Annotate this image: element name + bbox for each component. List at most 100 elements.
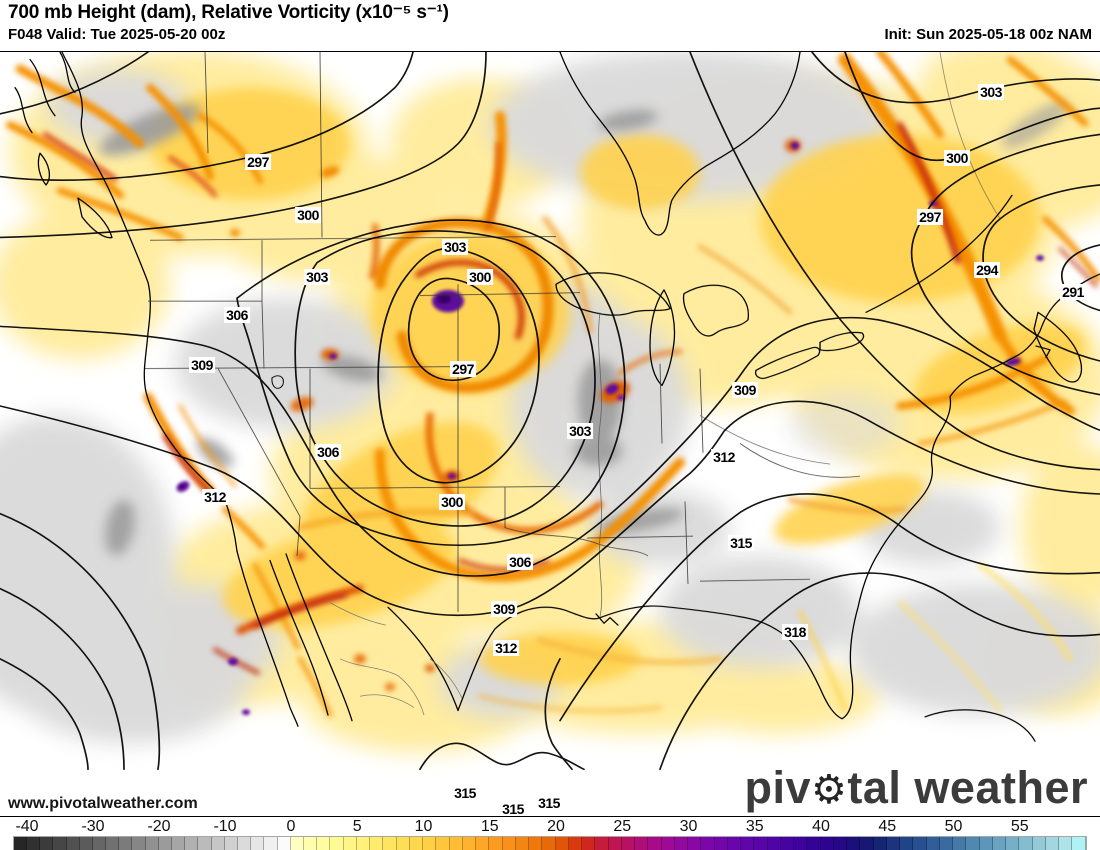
colorbar-cell: [370, 837, 384, 850]
colorbar-cell: [555, 837, 569, 850]
contour-label: 291: [1060, 284, 1086, 300]
colorbar-cell: [608, 837, 622, 850]
colorbar-cell: [145, 837, 159, 850]
colorbar-cell: [886, 837, 901, 850]
contour-label: 315: [452, 785, 478, 801]
colorbar-cell: [158, 837, 173, 850]
colorbar-cell: [661, 837, 675, 850]
colorbar-cell: [648, 837, 662, 850]
colorbar-cell: [873, 837, 887, 850]
contour-label: 306: [315, 444, 341, 460]
colorbar-cell: [53, 837, 67, 850]
colorbar-cell: [119, 837, 133, 850]
colorbar-cell: [66, 837, 80, 850]
colorbar-cell: [409, 837, 424, 850]
colorbar-tick: -10: [213, 818, 237, 835]
brand-text-post: tal weather: [847, 762, 1088, 813]
contour-label: 312: [202, 489, 228, 505]
colorbar-cell: [132, 837, 146, 850]
contour-label: 309: [189, 357, 215, 373]
colorbar-cell: [237, 837, 252, 850]
gear-icon: ⚙: [811, 767, 848, 813]
colorbar-cell: [343, 837, 357, 850]
colorbar-cell: [727, 837, 742, 850]
colorbar-cell: [502, 837, 516, 850]
vorticity-negative-wash: [0, 52, 1100, 744]
colorbar-tick: -20: [147, 818, 171, 835]
colorbar-cell: [953, 837, 967, 850]
contour-label: 315: [728, 535, 754, 551]
colorbar-tick: 5: [352, 818, 362, 835]
contour-label: 303: [304, 269, 330, 285]
colorbar-cell: [79, 837, 93, 850]
colorbar-cell: [303, 837, 318, 850]
contour-label: 300: [439, 494, 465, 510]
colorbar-cell: [1059, 837, 1073, 850]
colorbar-cell: [900, 837, 914, 850]
colorbar-tick: 25: [613, 818, 632, 835]
contour-label: 303: [978, 84, 1004, 100]
colorbar-cell: [529, 837, 543, 850]
colorbar-cell: [106, 837, 120, 850]
colorbar-cell: [714, 837, 728, 850]
colorbar-cell: [224, 837, 238, 850]
colorbar-tick: 10: [414, 818, 433, 835]
contour-label: 300: [944, 150, 970, 166]
vorticity-negative-cores: [99, 101, 1069, 556]
contour-label: 312: [711, 449, 737, 465]
colorbar-cell: [489, 837, 503, 850]
colorbar-cell: [582, 837, 596, 850]
colorbar-cell: [1019, 837, 1033, 850]
colorbar-cell: [860, 837, 874, 850]
colorbar-cell: [198, 837, 212, 850]
colorbar-cell: [92, 837, 107, 850]
contour-label: 315: [536, 795, 562, 811]
contour-label: 297: [917, 209, 943, 225]
colorbar-cell: [40, 837, 54, 850]
contour-label: 300: [467, 269, 493, 285]
colorbar-cell: [542, 837, 556, 850]
contour-label: 303: [442, 239, 468, 255]
colorbar-cell: [1032, 837, 1046, 850]
contour-label: 294: [974, 262, 1000, 278]
page-title: 700 mb Height (dam), Relative Vorticity …: [8, 2, 449, 23]
colorbar-cell: [185, 837, 199, 850]
colorbar-cell: [754, 837, 768, 850]
colorbar-tick: 40: [812, 818, 830, 835]
colorbar-cell: [820, 837, 834, 850]
colorbar-cell: [1045, 837, 1060, 850]
colorbar-cell: [290, 837, 304, 850]
colorbar-cell: [966, 837, 980, 850]
colorbar-cell: [356, 837, 371, 850]
colorbar-cell: [807, 837, 821, 850]
contour-label: 309: [491, 601, 517, 617]
colorbar-cell: [794, 837, 808, 850]
colorbar-cell: [674, 837, 689, 850]
contour-label: 306: [224, 307, 250, 323]
colorbar-tick: 55: [1010, 818, 1029, 835]
colorbar-cell: [317, 837, 331, 850]
colorbar-cells: [12, 836, 1087, 850]
colorbar-cell: [423, 837, 437, 850]
colorbar-cell: [476, 837, 490, 850]
colorbar-cell: [436, 837, 450, 850]
colorbar-cell: [833, 837, 848, 850]
contour-label: 312: [493, 640, 519, 656]
colorbar-tick: 45: [878, 818, 897, 835]
colorbar-cell: [913, 837, 927, 850]
contour-label: 318: [782, 624, 808, 640]
colorbar-tick: -30: [81, 818, 105, 835]
vorticity-colorbar: -40 -30 -20 -10 0 5 10 15 20 25 30 35 40 45 50 55: [0, 817, 1100, 850]
weather-map-svg: [0, 52, 1100, 771]
colorbar-cell: [939, 837, 954, 850]
contour-label: 303: [567, 423, 593, 439]
colorbar-cell: [13, 837, 27, 850]
model-init-label: Init: Sun 2025-05-18 00z NAM: [884, 26, 1092, 43]
colorbar-cell: [449, 837, 463, 850]
colorbar-cell: [1006, 837, 1020, 850]
colorbar-cell: [330, 837, 344, 850]
colorbar-cell: [396, 837, 410, 850]
colorbar-cell: [621, 837, 636, 850]
colorbar-cell: [992, 837, 1007, 850]
